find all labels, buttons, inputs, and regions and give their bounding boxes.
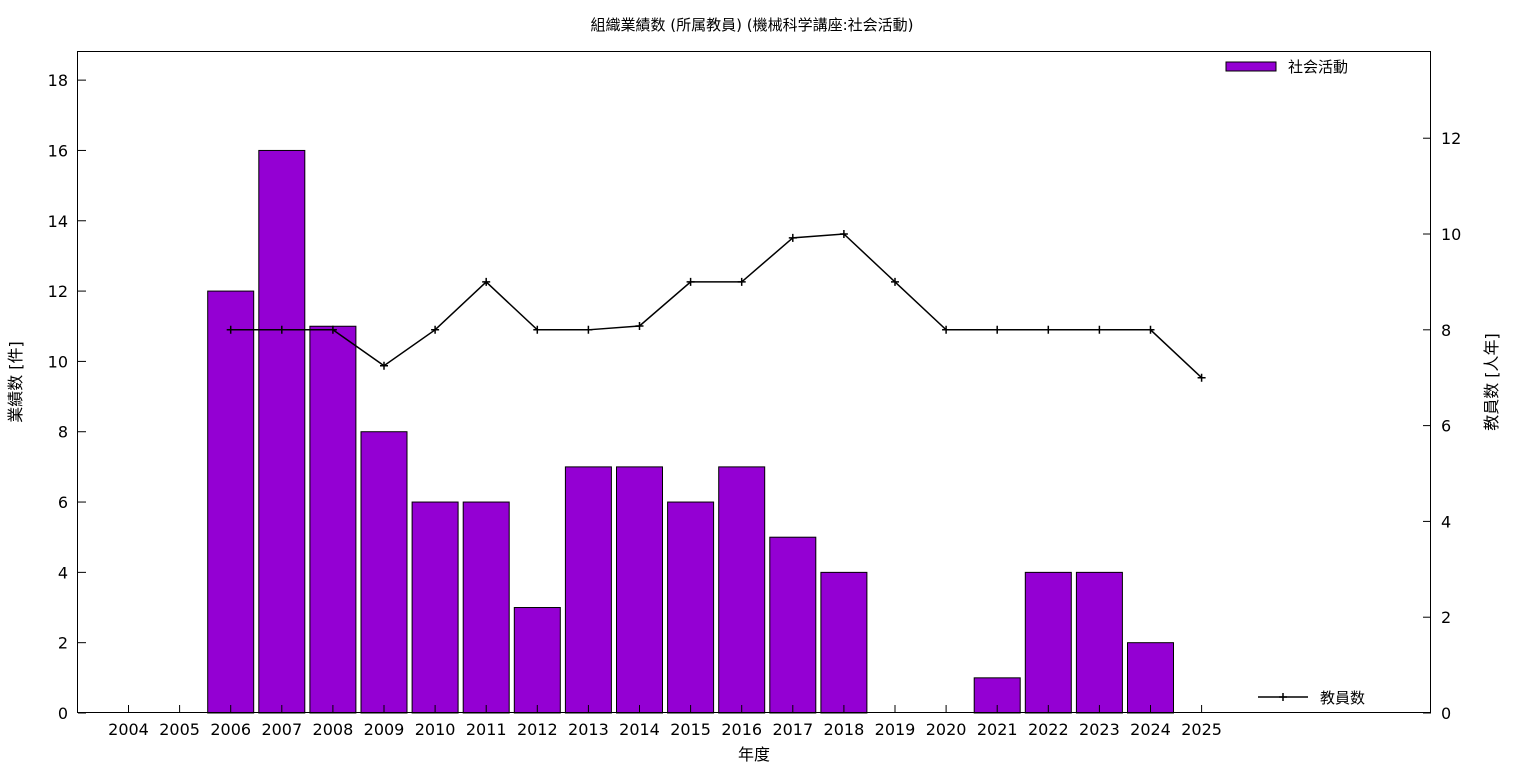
legend-swatch-marker [1279, 693, 1287, 701]
line-point [277, 325, 286, 334]
x-tick-label: 2024 [1130, 720, 1171, 739]
x-axis: 2004 2005 2006 2007 2008 2009 2010 2011 2012 2013… [108, 705, 1222, 739]
x-tick-label: 2011 [466, 720, 507, 739]
bar [820, 571, 868, 714]
bar [1024, 571, 1072, 714]
line-series [230, 233, 1203, 379]
chart-title: 組織業績数 (所属教員) (機械科学講座:社会活動) [590, 16, 913, 34]
y-tick-label: 10 [48, 352, 68, 371]
x-tick-label: 2016 [721, 720, 762, 739]
x-tick-label: 2022 [1028, 720, 1069, 739]
line-layer [226, 230, 1206, 382]
y2-tick-label: 10 [1441, 225, 1461, 244]
line-point [1044, 325, 1053, 334]
x-tick-label: 2007 [261, 720, 302, 739]
x-tick-label: 2004 [108, 720, 149, 739]
y-axis-left: 0 2 4 6 8 10 12 14 16 18 [48, 71, 86, 723]
x-tick-label: 2006 [210, 720, 251, 739]
y2-tick-label: 8 [1441, 321, 1451, 340]
bar [309, 325, 357, 714]
x-tick-label: 2014 [619, 720, 660, 739]
bar [564, 466, 612, 714]
line-point [942, 325, 951, 334]
line-point [380, 361, 388, 370]
x-tick-label: 2025 [1181, 720, 1222, 739]
x-tick-label: 2012 [517, 720, 558, 739]
x-tick-label: 2023 [1079, 720, 1120, 739]
bar [411, 501, 459, 714]
y-axis-left-label: 業績数 [件] [6, 341, 25, 423]
x-tick-label: 2005 [159, 720, 200, 739]
bar [1075, 571, 1123, 714]
line-point [737, 277, 746, 286]
bar [616, 466, 663, 714]
bar [667, 501, 715, 714]
line-point [788, 233, 797, 242]
x-tick-label: 2018 [824, 720, 865, 739]
line-point [993, 325, 1002, 334]
line-point [584, 325, 593, 334]
bar [207, 290, 255, 714]
line-point [328, 325, 337, 334]
bar [462, 501, 510, 714]
y2-tick-label: 2 [1441, 608, 1451, 627]
line-point [482, 277, 491, 286]
y-tick-label: 16 [48, 141, 68, 160]
y-tick-label: 14 [48, 212, 68, 231]
bar [360, 431, 408, 714]
x-axis-label: 年度 [738, 745, 770, 764]
line-point [533, 325, 542, 334]
y-tick-label: 8 [58, 423, 68, 442]
legend-label-bar: 社会活動 [1288, 58, 1348, 76]
y-tick-label: 2 [58, 634, 68, 653]
line-point [1095, 325, 1104, 334]
line-point [686, 277, 695, 286]
y-tick-label: 12 [48, 282, 68, 301]
y-tick-label: 4 [58, 563, 68, 582]
legend-label-line: 教員数 [1320, 689, 1365, 707]
y2-tick-label: 12 [1441, 129, 1461, 148]
x-tick-label: 2017 [772, 720, 813, 739]
y-axis-right: 0 2 4 6 8 10 12 [1423, 129, 1461, 723]
line-point [1146, 325, 1155, 334]
bar [769, 536, 817, 714]
x-tick-label: 2009 [364, 720, 405, 739]
x-tick-label: 2013 [568, 720, 609, 739]
bar [1127, 642, 1174, 714]
plot-frame [77, 51, 1431, 713]
x-tick-label: 2021 [977, 720, 1018, 739]
y-tick-label: 0 [58, 704, 68, 723]
x-tick-label: 2008 [313, 720, 354, 739]
x-tick-label: 2020 [926, 720, 967, 739]
bar [258, 149, 306, 714]
x-tick-label: 2019 [875, 720, 916, 739]
y2-tick-label: 0 [1441, 704, 1451, 723]
x-tick-label: 2010 [415, 720, 456, 739]
x-tick-label: 2015 [670, 720, 711, 739]
line-point [635, 321, 644, 330]
y2-tick-label: 6 [1441, 417, 1451, 436]
line-point [226, 325, 235, 334]
legend-swatch-bar [1225, 61, 1277, 72]
line-point [891, 277, 899, 286]
y-axis-right-label: 教員数 [人年] [1482, 333, 1501, 431]
bar-layer [207, 149, 1174, 714]
line-point [1197, 373, 1206, 382]
bar [513, 607, 561, 714]
y-tick-label: 6 [58, 493, 68, 512]
bar [718, 466, 766, 714]
legend: 社会活動 教員数 [1225, 58, 1365, 707]
line-point [431, 325, 440, 334]
line-point [839, 230, 848, 239]
y2-tick-label: 4 [1441, 512, 1451, 531]
y-tick-label: 18 [48, 71, 68, 90]
